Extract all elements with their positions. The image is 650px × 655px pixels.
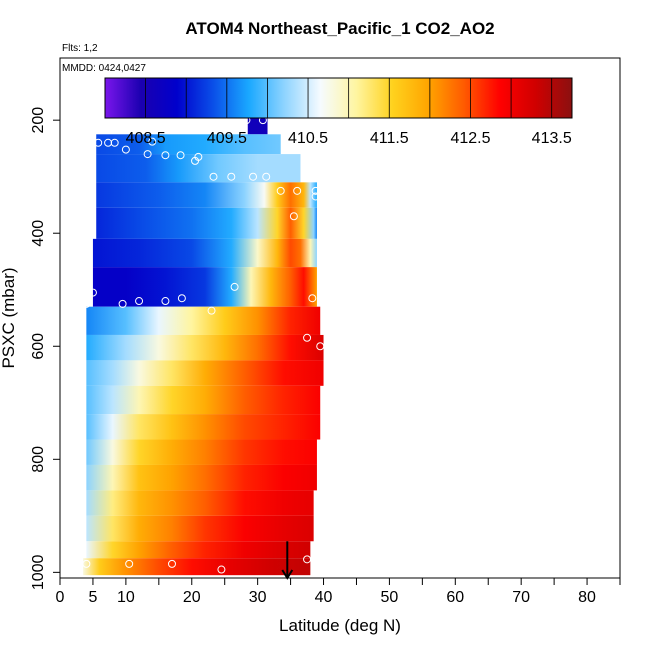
x-axis-tick-label: 70	[512, 589, 530, 606]
heatmap-band	[96, 207, 317, 239]
heatmap-band	[86, 541, 311, 559]
x-axis-tick-label: 0	[56, 589, 65, 606]
sample-point	[161, 297, 170, 306]
sample-point	[135, 297, 144, 306]
colorbar-frame	[104, 77, 573, 119]
sample-point	[207, 306, 216, 315]
y-axis: 200 400 600 800 1000	[30, 107, 60, 590]
sample-point	[276, 186, 285, 195]
sample-points-layer	[82, 116, 325, 574]
sample-point	[194, 152, 203, 161]
sample-point	[293, 186, 302, 195]
sample-point	[118, 299, 127, 308]
sample-point	[148, 137, 157, 146]
sample-point	[303, 333, 312, 342]
x-axis-tick-label: 20	[183, 589, 201, 606]
heatmap-band	[83, 558, 311, 576]
sample-point	[308, 294, 317, 303]
heatmap-band	[86, 385, 321, 415]
heatmap-band	[86, 439, 317, 465]
sample-point	[217, 565, 226, 574]
y-axis-tick-label: 600	[30, 333, 47, 360]
y-axis-tick-label: 800	[30, 446, 47, 473]
x-axis: 0 5 10 20 30 40 50 60 70 80	[56, 578, 621, 606]
heatmap-band	[92, 238, 317, 268]
heatmap-band	[92, 267, 317, 307]
sample-point	[176, 151, 185, 160]
sample-point	[110, 138, 119, 147]
sample-point	[311, 192, 320, 201]
sample-point	[121, 145, 130, 154]
colorbar-tick-label: 413.5	[532, 130, 572, 147]
sample-point	[161, 151, 170, 160]
sample-point	[168, 559, 176, 568]
heatmap-band	[86, 515, 314, 542]
y-axis-tick-label: 400	[30, 220, 47, 247]
y-axis-tick-label: 1000	[30, 554, 47, 590]
flights-note: Flts: 1,2	[62, 43, 98, 54]
sample-point	[82, 559, 91, 568]
heatmap-band	[96, 182, 317, 208]
sample-point	[303, 555, 312, 564]
sample-point	[88, 288, 97, 297]
heatmap-band	[86, 360, 324, 386]
sample-point	[209, 172, 218, 181]
heatmap-band	[86, 334, 324, 361]
y-axis-label: PSXC (mbar)	[0, 267, 18, 368]
colorbar-tick-label: 408.5	[126, 130, 166, 147]
heatmap-band	[86, 490, 314, 516]
x-axis-tick-label: 30	[249, 589, 267, 606]
sample-point	[289, 212, 298, 221]
sample-point	[143, 150, 152, 159]
sample-point	[227, 172, 236, 181]
sample-point	[249, 172, 258, 181]
sample-point	[316, 342, 325, 351]
heatmap-band	[86, 414, 321, 440]
dates-note: MMDD: 0424,0427	[62, 63, 146, 74]
x-axis-tick-label: 5	[88, 589, 97, 606]
x-axis-label: Latitude (deg N)	[279, 616, 401, 635]
colorbar-tick-label: 412.5	[450, 130, 490, 147]
x-axis-tick-label: 50	[381, 589, 399, 606]
sample-point	[311, 186, 320, 195]
x-axis-tick-label: 40	[315, 589, 333, 606]
sample-point	[177, 294, 186, 303]
x-axis-tick-label: 10	[117, 589, 135, 606]
sample-point	[230, 282, 239, 291]
plot-frame	[59, 57, 621, 579]
sample-point	[94, 138, 103, 147]
sample-point	[125, 559, 134, 568]
x-axis-tick-label: 60	[446, 589, 464, 606]
colorbar: 408.5 409.5 410.5 411.5 412.5 413.5	[104, 77, 573, 147]
heatmap-band	[96, 134, 281, 155]
chart-title: ATOM4 Northeast_Pacific_1 CO2_AO2	[185, 19, 494, 38]
sample-point	[82, 299, 91, 308]
x-axis-tick-label: 80	[578, 589, 596, 606]
colorbar-tick-label: 411.5	[370, 130, 409, 147]
y-axis-tick-label: 200	[30, 107, 47, 134]
heatmap-layer	[83, 108, 324, 576]
heatmap-band	[86, 464, 317, 491]
colorbar-tick-label: 410.5	[288, 130, 328, 147]
colorbar-tick-label: 409.5	[207, 130, 247, 147]
colorbar-gradient	[105, 78, 572, 118]
sample-point	[262, 172, 271, 181]
heatmap-band	[86, 306, 321, 335]
